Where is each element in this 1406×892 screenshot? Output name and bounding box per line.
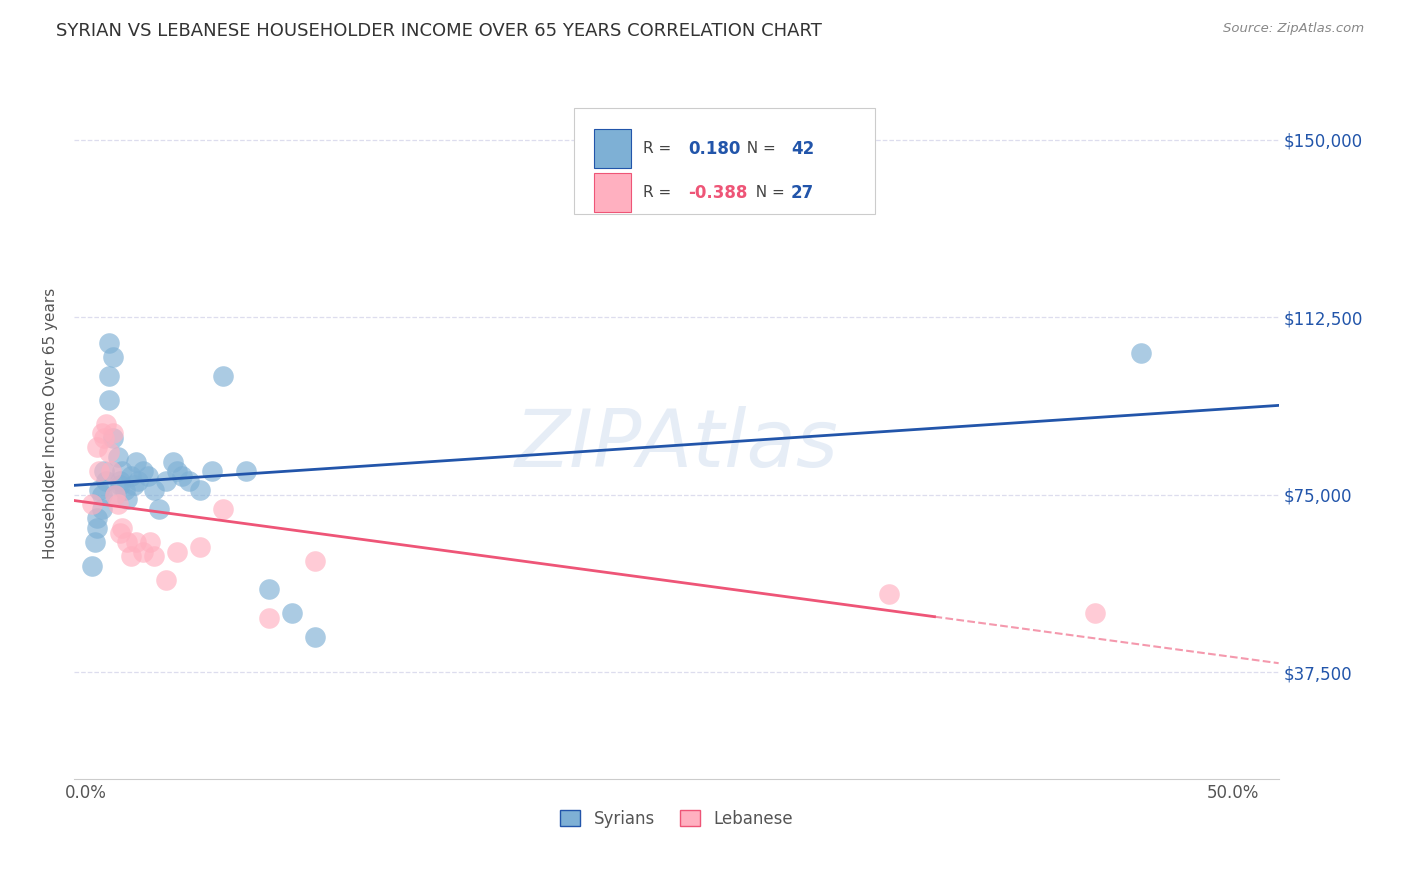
Point [125,454,148,468]
Point [188,540,211,554]
Point [90,426,112,441]
Text: R =: R = [643,142,676,156]
Text: ZIPAtlas: ZIPAtlas [515,406,838,484]
Point [235,464,257,478]
Point [177,474,200,488]
Point [122,478,145,492]
Point [115,492,138,507]
Text: -0.388: -0.388 [689,184,748,202]
Point [86,521,108,535]
Point [148,502,170,516]
Point [107,497,129,511]
Point [93,464,115,478]
Text: 0.180: 0.180 [689,140,741,158]
Point [82,497,104,511]
Point [114,483,136,497]
Point [83,535,105,549]
Point [212,502,235,516]
Point [97,445,120,459]
Point [125,535,148,549]
Point [162,454,184,468]
Point [101,426,124,441]
Point [107,450,129,464]
Point [188,483,211,497]
Point [166,464,188,478]
Point [136,468,159,483]
Point [97,369,120,384]
Point [108,525,131,540]
Point [89,483,111,497]
Point [304,630,326,644]
Point [120,468,142,483]
Text: 27: 27 [790,184,814,202]
Text: R =: R = [643,186,676,200]
Point [257,582,280,597]
Point [90,488,112,502]
Point [96,417,118,431]
Bar [595,129,631,169]
Point [111,464,134,478]
Point [281,606,304,620]
Text: SYRIAN VS LEBANESE HOUSEHOLDER INCOME OVER 65 YEARS CORRELATION CHART: SYRIAN VS LEBANESE HOUSEHOLDER INCOME OV… [56,22,823,40]
Point [1084,606,1107,620]
Point [90,502,112,516]
Text: N =: N = [737,142,780,156]
Point [100,464,122,478]
Text: N =: N = [747,186,790,200]
Point [86,441,108,455]
Point [120,549,142,564]
Point [132,464,155,478]
Point [143,483,166,497]
FancyBboxPatch shape [574,108,875,214]
Point [89,464,111,478]
Text: Source: ZipAtlas.com: Source: ZipAtlas.com [1223,22,1364,36]
Point [108,474,131,488]
Point [132,544,155,558]
Point [127,474,149,488]
Text: 42: 42 [790,140,814,158]
Point [304,554,326,568]
Point [96,474,118,488]
Point [201,464,224,478]
Point [111,521,134,535]
Point [1130,345,1153,359]
Point [166,544,188,558]
Legend: Syrians, Lebanese: Syrians, Lebanese [554,803,799,835]
Point [97,336,120,351]
Point [139,535,162,549]
Point [115,535,138,549]
Point [82,558,104,573]
Point [108,478,131,492]
Point [877,587,900,601]
Point [101,351,124,365]
Point [93,431,115,445]
Point [97,392,120,407]
Point [86,511,108,525]
Point [101,431,124,445]
Point [104,488,127,502]
Point [104,488,127,502]
Point [212,369,235,384]
Bar [595,173,631,212]
Y-axis label: Householder Income Over 65 years: Householder Income Over 65 years [44,288,58,559]
Point [143,549,166,564]
Point [155,573,177,587]
Point [155,474,177,488]
Point [170,468,193,483]
Point [257,611,280,625]
